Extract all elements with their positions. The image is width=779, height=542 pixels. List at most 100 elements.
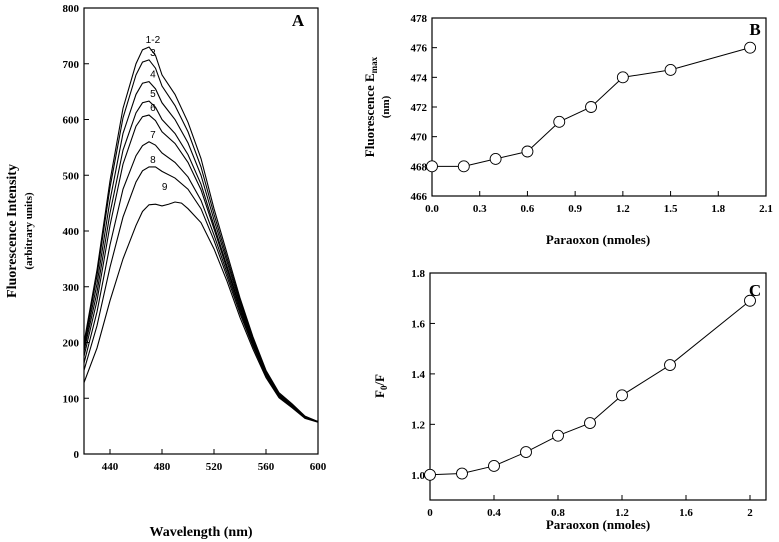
panel-b-y-axis-units: (nm) [380,95,392,118]
panel-a-curve-1-2 [83,46,319,423]
panel-c-y-tick-label: 1.0 [411,470,425,482]
panel-c-data-point [424,468,436,481]
panel-c-x-axis-label: Paraoxon (nmoles) [546,517,650,532]
panel-c-y-label-tail: /F [372,374,387,387]
panel-a-axes: 440 480 520 560 600 0 100 200 300 400 500 600 700 800 [63,3,327,473]
panel-a-y-tick-label: 600 [63,115,80,127]
panel-c-frame [429,272,767,501]
panel-b-data-point [489,152,502,165]
panel-b-y-tick-label: 474 [411,72,428,84]
panel-c-y-label-main: F [372,390,387,398]
panel-b-y-tick-label: 470 [411,132,428,144]
panel-c-x-tick-label: 2 [747,507,753,519]
panel-b-data-point [585,101,597,113]
panel-a-letter: A [292,11,305,30]
panel-b-y-tick-label: 466 [411,191,428,203]
panel-a-y-tick-label: 0 [74,449,80,461]
panel-b-y-tick-label: 468 [411,161,428,173]
panel-b-x-tick-label: 1.8 [711,203,725,215]
panel-a-x-tick-label: 480 [154,461,171,473]
panel-b-x-tick-label: 0.6 [521,203,535,215]
panel-a-y-axis-label-units: (arbitrary units) [23,192,35,270]
panel-b-y-axis-label: Fluorescence Emax [362,56,379,157]
panel-a-curve-label: 4 [150,70,156,81]
panel-b-letter: B [749,20,760,39]
panel-c-y-axis-label: F0/F [372,374,389,398]
panel-a-x-tick-label: 600 [310,461,327,473]
panel-c-y-tick-label: 1.4 [411,369,425,381]
panel-a-y-tick-label: 400 [63,226,80,238]
panel-a-curve-label: 5 [150,89,156,100]
panel-c-x-tick-label: 0 [427,507,433,519]
panel-a-curve-label: 3 [150,48,156,59]
panel-a-y-tick-label: 200 [63,338,80,350]
panel-c-y-tick-label: 1.6 [411,318,425,330]
panel-a-y-tick-label: 500 [63,170,80,182]
panel-c-chart: C Paraoxon (nmoles) F0/F 0 0.4 0.8 1.2 1.6 21… [372,268,767,532]
panel-c-series-line [429,300,751,476]
panel-a-y-tick-label: 300 [63,282,80,294]
panel-b-data-point [521,145,534,158]
panel-b-axes: 0.0 0.3 0.6 0.9 1.2 1.5 1.8 2.1 466 468 470 472 474 4… [411,13,773,215]
panel-a-curve-labels: 1-2 3 4 5 6 7 8 9 [146,35,168,193]
panel-b-x-tick-label: 1.5 [664,203,678,215]
panel-b-y-tick-label: 478 [411,13,428,25]
panel-c-y-label-sub: 0 [379,385,389,390]
panel-a-x-tick-label: 520 [206,461,223,473]
panel-a-curve-label: 1-2 [146,35,161,46]
panel-a-x-tick-label: 440 [102,461,119,473]
panel-b-y-tick-label: 476 [411,43,428,55]
panel-c-data-point [616,389,628,402]
panel-c-y-tick-label: 1.2 [411,419,425,431]
panel-a-curves [83,46,319,423]
panel-b-series [426,41,757,173]
panel-b-x-tick-label: 1.2 [616,203,630,215]
panel-b-y-label-main: Fluorescence E [362,73,377,157]
panel-c-x-tick-label: 1.6 [679,507,693,519]
panel-b-data-point [664,63,677,76]
panel-a-x-axis-label: Wavelength (nm) [149,525,252,540]
panel-c-x-tick-label: 1.2 [615,507,629,519]
panel-b-frame [431,17,767,197]
panel-c-data-point [456,467,468,480]
panel-c-data-point [664,359,676,372]
panel-b-data-point [744,41,757,54]
panel-a-curve-9 [83,201,319,423]
panel-b-data-point [426,160,438,173]
panel-c-x-tick-label: 0.8 [551,507,565,519]
panel-b-x-tick-label: 0.0 [425,203,439,215]
panel-a-x-tick-label: 560 [258,461,275,473]
panel-a-curve-label: 8 [150,155,156,166]
panel-b-data-point [616,71,629,84]
panel-a-curve-6 [83,114,319,423]
panel-b-y-tick-label: 472 [411,102,428,114]
panel-a-curve-label: 6 [150,103,156,114]
panel-b-data-point [457,160,470,173]
panel-b-x-tick-label: 0.9 [568,203,582,215]
panel-a-chart: A Wavelength (nm) Fluorescence Intensity… [5,3,327,540]
panel-a-curve-label: 7 [150,130,156,141]
panel-a-y-tick-label: 100 [63,393,80,405]
panel-c-x-tick-label: 0.4 [487,507,501,519]
panel-b-data-point [553,115,566,128]
panel-c-data-point [584,417,596,430]
panel-c-data-point [520,446,532,459]
panel-b-x-tick-label: 2.1 [759,203,773,215]
panel-a-curve-label: 9 [162,182,168,193]
panel-c-data-point [744,294,756,307]
panel-b-y-label-sub: max [369,56,379,73]
panel-c-y-tick-label: 1.8 [411,268,425,280]
panel-a-curve-3 [83,59,319,423]
panel-a-y-tick-label: 800 [63,3,80,15]
panel-a-curve-5 [83,100,319,423]
panel-b-x-tick-label: 0.3 [473,203,487,215]
panel-b-x-axis-label: Paraoxon (nmoles) [546,232,650,247]
panel-c-data-point [552,429,564,442]
panel-c-data-point [488,460,500,472]
panel-c-axes: 0 0.4 0.8 1.2 1.6 2 1.0 1.2 1.4 1.6 1.8 [411,268,753,519]
panel-b-chart: B Paraoxon (nmoles) Fluorescence Emax (n… [362,13,773,247]
panel-a-y-tick-label: 700 [63,59,80,71]
panel-a-curve-8 [83,166,319,423]
panel-a-y-axis-label: Fluorescence Intensity [5,164,20,298]
